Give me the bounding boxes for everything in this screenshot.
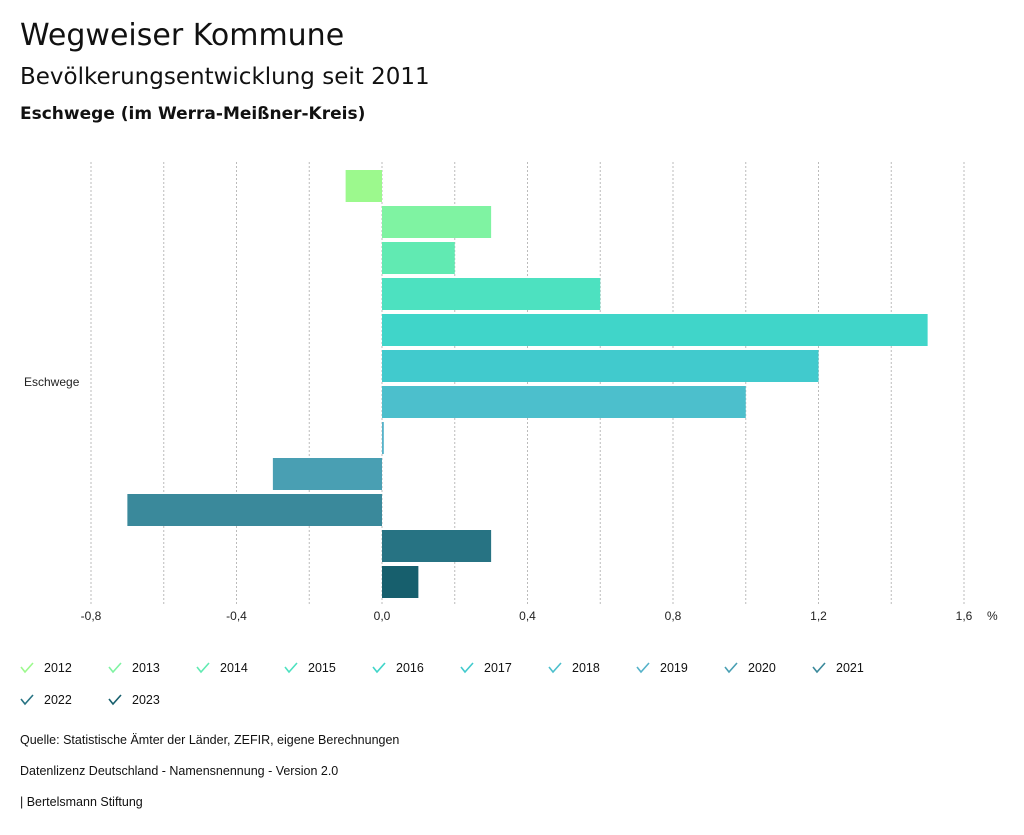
legend-label: 2021 (836, 661, 864, 675)
checkmark-icon (548, 662, 562, 674)
legend-item-2018[interactable]: 2018 (548, 661, 600, 675)
chart-subtitle: Bevölkerungsentwicklung seit 2011 (20, 64, 430, 90)
legend-item-2020[interactable]: 2020 (724, 661, 776, 675)
bar-2022 (382, 530, 492, 562)
legend-item-2017[interactable]: 2017 (460, 661, 512, 675)
legend-label: 2017 (484, 661, 512, 675)
legend-label: 2015 (308, 661, 336, 675)
x-tick-label: 1,6 (956, 609, 973, 623)
checkmark-icon (812, 662, 826, 674)
legend-item-2014[interactable]: 2014 (196, 661, 248, 675)
legend-item-2021[interactable]: 2021 (812, 661, 864, 675)
bar-2016 (382, 314, 928, 346)
x-unit-label: % (987, 609, 998, 623)
x-tick-label: 0,0 (374, 609, 391, 623)
bar-chart: -0,8 -0,4 0,0 0,4 0,8 1,2 1,6 % Eschwege (24, 162, 998, 623)
category-label: Eschwege (24, 375, 80, 389)
checkmark-icon (108, 662, 122, 674)
legend-item-2019[interactable]: 2019 (636, 661, 688, 675)
checkmark-icon (284, 662, 298, 674)
x-tick-label: -0,4 (226, 609, 247, 623)
source-text: Quelle: Statistische Ämter der Länder, Z… (20, 733, 400, 747)
checkmark-icon (196, 662, 210, 674)
legend-item-2023[interactable]: 2023 (108, 693, 160, 707)
legend-item-2013[interactable]: 2013 (108, 661, 160, 675)
legend-label: 2014 (220, 661, 248, 675)
legend-label: 2012 (44, 661, 72, 675)
checkmark-icon (460, 662, 474, 674)
legend-label: 2023 (132, 693, 160, 707)
bar-2013 (382, 206, 492, 238)
bar-2018 (382, 386, 746, 418)
legend-item-2015[interactable]: 2015 (284, 661, 336, 675)
x-tick-label: 0,8 (665, 609, 682, 623)
bar-2019 (382, 422, 384, 454)
legend-item-2016[interactable]: 2016 (372, 661, 424, 675)
page-title: Wegweiser Kommune (20, 18, 345, 53)
checkmark-icon (20, 662, 34, 674)
legend-label: 2022 (44, 693, 72, 707)
bar-2014 (382, 242, 455, 274)
checkmark-icon (372, 662, 386, 674)
x-tick-label: 1,2 (810, 609, 827, 623)
legend-label: 2019 (660, 661, 688, 675)
bar-2020 (272, 458, 382, 490)
brand-text: | Bertelsmann Stiftung (20, 795, 143, 809)
x-tick-label: 0,4 (519, 609, 536, 623)
bar-2012 (345, 170, 382, 202)
x-tick-label: -0,8 (81, 609, 102, 623)
checkmark-icon (108, 694, 122, 706)
legend-label: 2018 (572, 661, 600, 675)
bar-2015 (382, 278, 601, 310)
license-text: Datenlizenz Deutschland - Namensnennung … (20, 764, 339, 778)
legend-label: 2020 (748, 661, 776, 675)
legend-label: 2013 (132, 661, 160, 675)
region-label: Eschwege (im Werra-Meißner-Kreis) (20, 104, 366, 124)
bar-2017 (382, 350, 819, 382)
bar-2023 (382, 566, 419, 598)
bar-2021 (127, 494, 382, 526)
checkmark-icon (20, 694, 34, 706)
legend-item-2012[interactable]: 2012 (20, 661, 72, 675)
checkmark-icon (636, 662, 650, 674)
legend-item-2022[interactable]: 2022 (20, 693, 72, 707)
checkmark-icon (724, 662, 738, 674)
legend-label: 2016 (396, 661, 424, 675)
